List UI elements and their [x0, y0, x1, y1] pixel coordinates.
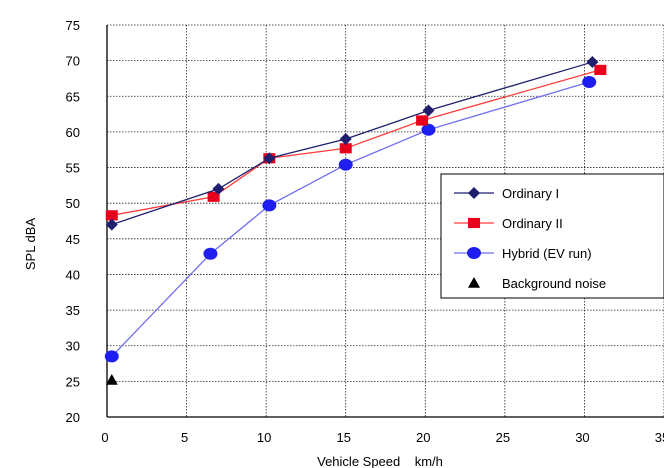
data-point — [422, 104, 435, 117]
series-background-noise — [105, 373, 118, 385]
data-point — [263, 152, 276, 165]
series-ordinary-i — [105, 56, 599, 231]
legend-label: Ordinary I — [502, 186, 559, 201]
legend-label: Hybrid (EV run) — [502, 246, 592, 261]
series-line — [111, 61, 593, 226]
data-point — [338, 158, 353, 171]
series-line — [111, 81, 590, 357]
y-tick-label: 60 — [66, 125, 80, 140]
data-point — [105, 210, 118, 221]
x-tick-label: 25 — [496, 430, 510, 445]
legend-item: Hybrid (EV run) — [454, 246, 592, 261]
legend-label: Background noise — [502, 276, 606, 291]
x-tick-label: 5 — [181, 430, 188, 445]
y-axis-label: SPL dBA — [23, 218, 38, 271]
legend-item: Background noise — [468, 276, 606, 291]
legend-marker — [468, 217, 480, 229]
y-tick-label: 50 — [66, 196, 80, 211]
series-layer — [104, 56, 607, 385]
legend-item: Ordinary II — [454, 216, 563, 231]
data-point — [594, 64, 607, 76]
y-tick-label: 35 — [66, 303, 80, 318]
data-point — [104, 350, 119, 363]
y-tick-label: 45 — [66, 232, 80, 247]
x-tick-label: 10 — [257, 430, 271, 445]
y-tick-label: 55 — [66, 161, 80, 176]
series-hybrid-ev-run — [104, 76, 597, 363]
legend-item: Ordinary I — [454, 186, 559, 201]
data-point — [339, 133, 352, 146]
legend: Ordinary I Ordinary II Hybrid (EV run) Back… — [440, 173, 664, 299]
data-point — [262, 199, 277, 212]
y-tick-label: 75 — [66, 18, 80, 33]
series-line — [111, 69, 601, 216]
x-tick-label: 0 — [101, 430, 108, 445]
data-point — [203, 247, 218, 260]
x-tick-labels: 0 5 10 15 20 25 30 35 — [101, 430, 664, 445]
x-tick-label: 20 — [416, 430, 430, 445]
data-point — [105, 373, 118, 385]
y-tick-label: 30 — [66, 339, 80, 354]
data-point — [586, 56, 599, 69]
data-point — [421, 123, 436, 136]
data-point — [212, 182, 225, 195]
y-tick-labels: 20 25 30 35 40 45 50 55 60 65 70 75 — [66, 18, 80, 425]
x-tick-label: 30 — [575, 430, 589, 445]
y-tick-label: 20 — [66, 410, 80, 425]
data-point — [582, 76, 597, 89]
x-tick-label: 35 — [655, 430, 664, 445]
legend-marker — [467, 247, 481, 259]
data-point — [207, 191, 220, 202]
x-axis-label: Vehicle Speed km/h — [317, 454, 443, 468]
data-point — [105, 218, 118, 231]
legend-marker — [468, 277, 480, 288]
x-tick-label: 15 — [336, 430, 350, 445]
legend-label: Ordinary II — [502, 216, 563, 231]
y-tick-label: 40 — [66, 267, 80, 282]
y-tick-label: 70 — [66, 54, 80, 69]
y-tick-label: 25 — [66, 374, 80, 389]
y-tick-label: 65 — [66, 89, 80, 104]
data-point — [416, 115, 429, 126]
legend-marker — [468, 187, 480, 199]
data-point — [339, 143, 352, 154]
